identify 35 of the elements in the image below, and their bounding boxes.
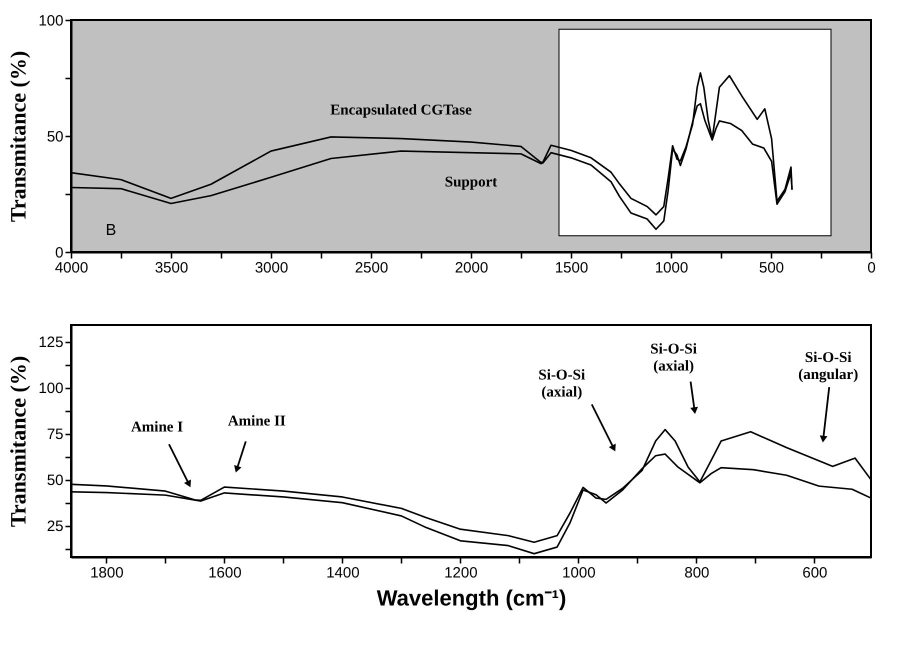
x-tick-label: 800	[684, 564, 710, 582]
y-tick-label: 50	[46, 472, 64, 490]
x-tick-label: 1000	[654, 260, 688, 276]
y-tick-label: 50	[46, 128, 64, 146]
y-tick-label: 75	[46, 426, 64, 444]
x-tick-label: 3000	[254, 260, 288, 276]
series-label: Encapsulated CGTase	[330, 102, 472, 119]
x-tick-label: 2000	[454, 260, 488, 276]
annotation: Si-O-Si (axial)	[538, 367, 586, 400]
y-tick-label: 125	[38, 334, 64, 352]
y-tick-label: 0	[55, 244, 64, 262]
y-axis-title: Transmitance (%)	[5, 356, 30, 528]
x-tick-label: 500	[758, 260, 784, 276]
x-tick-label: 2500	[354, 260, 388, 276]
annotation: Amine II	[228, 413, 286, 430]
x-tick-label: 1500	[554, 260, 588, 276]
x-tick-label: 1000	[562, 564, 596, 582]
y-tick-label: 25	[46, 518, 64, 536]
x-tick-label: 1800	[90, 564, 124, 582]
annotation: Si-O-Si (angular)	[798, 350, 858, 384]
y-axis-title: Transmitance (%)	[5, 50, 30, 222]
annotation: B	[106, 222, 116, 239]
x-tick-label: 3500	[154, 260, 188, 276]
annotation: Amine I	[130, 419, 184, 436]
series-label: Support	[444, 174, 498, 191]
y-tick-label: 100	[38, 380, 64, 398]
x-tick-label: 0	[867, 260, 876, 276]
x-tick-label: 1200	[444, 564, 478, 582]
x-tick-label: 1600	[208, 564, 242, 582]
y-tick-label: 100	[38, 12, 64, 30]
x-tick-label: 4000	[54, 260, 88, 276]
x-tick-label: 1400	[326, 564, 360, 582]
x-tick-label: 600	[802, 564, 828, 582]
annotation: Si-O-Si (axial)	[650, 342, 697, 375]
x-axis-title: Wavelength (cm⁻¹)	[376, 586, 566, 610]
